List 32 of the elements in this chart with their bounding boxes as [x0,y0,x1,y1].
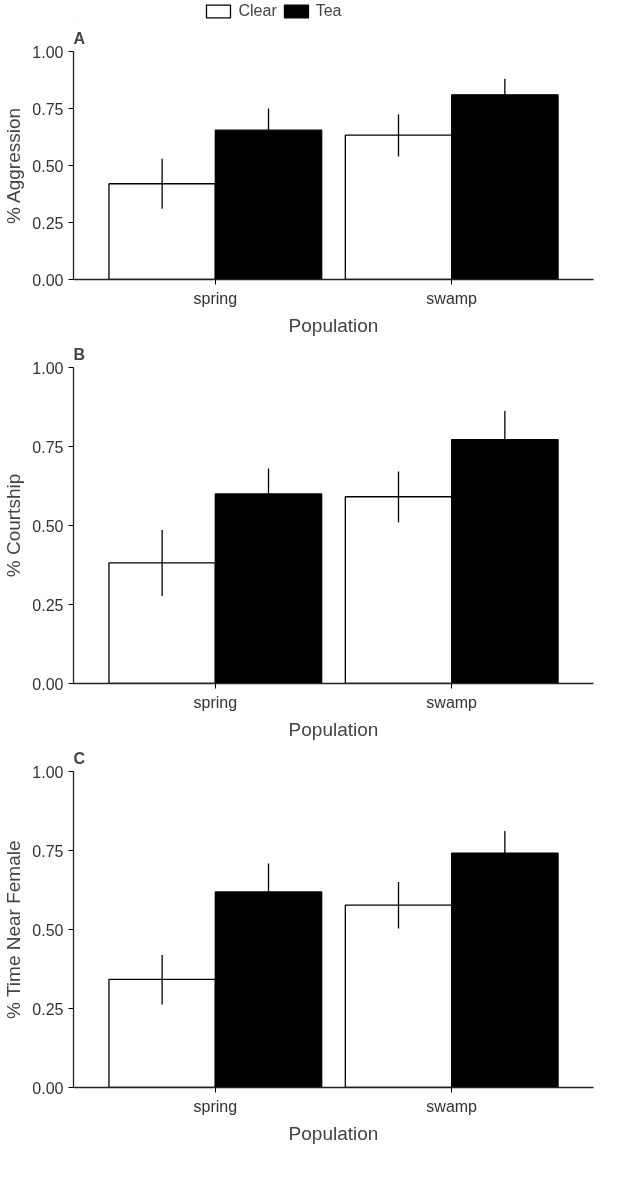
y-tick-label: 0.00 [32,675,64,693]
legend-label: Clear [238,2,277,20]
y-tick-label: 0.00 [32,1079,64,1097]
y-tick-label: 1.00 [32,763,64,781]
x-axis-title: Population [288,1122,379,1144]
y-tick-label: 0.25 [32,596,64,614]
legend-label: Tea [315,2,342,20]
y-axis-title: % Time Near Female [3,840,25,1019]
y-tick-label: 0.25 [32,214,64,232]
y-tick-label: 0.75 [32,438,64,456]
x-tick-label: swamp [426,1097,478,1115]
y-axis-title: % Aggression [3,107,25,225]
x-axis-title: Population [288,718,379,740]
x-axis-title: Population [288,314,379,336]
y-tick-label: 0.00 [32,271,64,289]
chart-title: A [73,29,86,47]
x-tick-label: spring [193,289,238,307]
x-tick-label: swamp [426,693,478,711]
y-tick-label: 1.00 [32,43,64,61]
y-tick-label: 0.50 [32,157,64,175]
x-tick-label: spring [193,693,238,711]
chart-title: B [73,345,86,363]
y-axis-title: % Courtship [3,473,25,578]
chart-title: C [73,749,86,767]
y-tick-label: 0.75 [32,100,64,118]
y-tick-label: 0.50 [32,921,64,939]
y-tick-label: 1.00 [32,359,64,377]
y-tick-label: 0.50 [32,517,64,535]
y-tick-label: 0.75 [32,842,64,860]
y-tick-label: 0.25 [32,1000,64,1018]
x-tick-label: swamp [426,289,478,307]
x-tick-label: spring [193,1097,238,1115]
